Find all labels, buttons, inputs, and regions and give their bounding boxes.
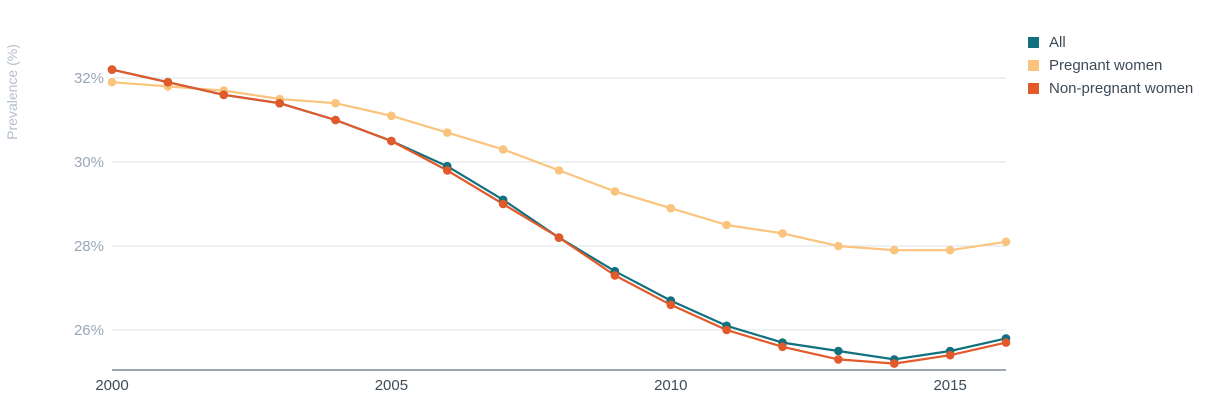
data-point-non-pregnant-women-2015 bbox=[945, 350, 955, 360]
data-point-non-pregnant-women-2016 bbox=[1001, 338, 1011, 347]
series-line-non-pregnant-women bbox=[111, 68, 1007, 365]
series-lines bbox=[111, 68, 1007, 365]
legend-label-all: All bbox=[1049, 34, 1066, 51]
data-point-pregnant-women-2004 bbox=[331, 98, 340, 108]
series-line-all bbox=[111, 68, 1007, 361]
gridlines bbox=[112, 77, 1006, 331]
y-tick-label-30: 30% bbox=[74, 154, 104, 171]
data-point-pregnant-women-2000 bbox=[107, 77, 117, 87]
data-point-pregnant-women-2013 bbox=[834, 241, 843, 251]
y-tick-label-28: 28% bbox=[74, 238, 104, 255]
data-point-pregnant-women-2009 bbox=[610, 187, 620, 196]
y-axis-title: Prevalence (%) bbox=[4, 44, 20, 140]
data-point-non-pregnant-women-2000 bbox=[107, 65, 117, 74]
data-point-non-pregnant-women-2005 bbox=[387, 136, 396, 146]
data-point-non-pregnant-women-2007 bbox=[498, 199, 508, 209]
data-point-pregnant-women-2011 bbox=[722, 220, 731, 230]
y-tick-label-32: 32% bbox=[74, 70, 104, 87]
legend-item-all[interactable]: All bbox=[1028, 31, 1193, 54]
data-point-non-pregnant-women-2004 bbox=[331, 115, 340, 125]
legend-swatch-pregnant-women bbox=[1028, 60, 1039, 71]
legend: All Pregnant women Non-pregnant women bbox=[1028, 31, 1193, 100]
data-point-non-pregnant-women-2011 bbox=[722, 325, 731, 335]
data-point-non-pregnant-women-2001 bbox=[163, 77, 173, 87]
data-point-non-pregnant-women-2013 bbox=[834, 355, 843, 364]
data-point-non-pregnant-women-2006 bbox=[442, 166, 452, 175]
data-point-pregnant-women-2010 bbox=[666, 203, 676, 213]
data-point-pregnant-women-2015 bbox=[945, 245, 955, 255]
data-point-pregnant-women-2007 bbox=[498, 145, 508, 154]
data-point-pregnant-women-2014 bbox=[889, 245, 899, 255]
data-point-all-2013 bbox=[834, 346, 843, 356]
series-points bbox=[107, 65, 1011, 368]
data-point-pregnant-women-2016 bbox=[1001, 237, 1011, 247]
legend-label-non-pregnant-women: Non-pregnant women bbox=[1049, 80, 1194, 97]
legend-item-pregnant-women[interactable]: Pregnant women bbox=[1028, 54, 1193, 77]
data-point-non-pregnant-women-2002 bbox=[219, 90, 229, 100]
y-axis: 26% 28% 30% 32% bbox=[74, 70, 104, 339]
data-point-non-pregnant-women-2010 bbox=[666, 300, 676, 310]
x-tick-label-2015: 2015 bbox=[933, 377, 966, 394]
data-point-pregnant-women-2012 bbox=[778, 229, 787, 238]
legend-swatch-all bbox=[1028, 37, 1039, 48]
x-axis: 2000 2005 2010 2015 bbox=[95, 369, 1006, 394]
data-point-non-pregnant-women-2008 bbox=[554, 233, 564, 242]
legend-item-non-pregnant-women[interactable]: Non-pregnant women bbox=[1028, 77, 1193, 100]
data-point-non-pregnant-women-2003 bbox=[275, 98, 284, 108]
data-point-pregnant-women-2008 bbox=[554, 166, 564, 175]
legend-swatch-non-pregnant-women bbox=[1028, 83, 1039, 94]
legend-label-pregnant-women: Pregnant women bbox=[1049, 57, 1163, 74]
x-tick-label-2010: 2010 bbox=[654, 377, 687, 394]
data-point-non-pregnant-women-2014 bbox=[889, 359, 899, 368]
y-tick-label-26: 26% bbox=[74, 322, 104, 339]
x-tick-label-2005: 2005 bbox=[375, 377, 408, 394]
data-point-pregnant-women-2006 bbox=[442, 128, 452, 137]
data-point-non-pregnant-women-2012 bbox=[778, 342, 787, 352]
x-tick-label-2000: 2000 bbox=[95, 377, 128, 394]
data-point-non-pregnant-women-2009 bbox=[610, 271, 620, 280]
data-point-pregnant-women-2005 bbox=[387, 111, 396, 121]
